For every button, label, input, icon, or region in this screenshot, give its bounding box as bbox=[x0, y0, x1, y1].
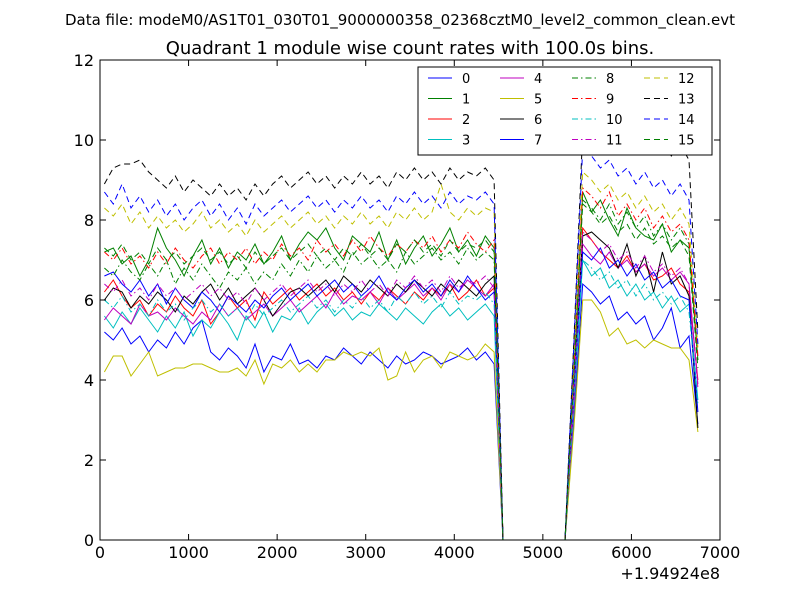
series-line-15 bbox=[104, 202, 699, 541]
series-line-12 bbox=[104, 170, 699, 541]
x-tick-label: 1000 bbox=[168, 543, 209, 562]
series-line-10 bbox=[104, 258, 699, 541]
figure-suptitle: Data file: modeM0/AS1T01_030T01_90000003… bbox=[65, 11, 735, 30]
series-line-11 bbox=[104, 230, 699, 541]
legend-label-7: 7 bbox=[534, 134, 542, 149]
y-tick-label: 10 bbox=[74, 131, 94, 150]
legend-label-5: 5 bbox=[534, 93, 542, 108]
legend-label-11: 11 bbox=[606, 134, 623, 149]
x-tick-label: 0 bbox=[95, 543, 105, 562]
y-tick-label: 4 bbox=[84, 371, 94, 390]
legend-label-12: 12 bbox=[678, 72, 695, 87]
series-line-1 bbox=[104, 191, 699, 541]
legend-label-6: 6 bbox=[534, 113, 542, 128]
legend-label-3: 3 bbox=[462, 134, 470, 149]
legend-label-9: 9 bbox=[606, 93, 614, 108]
x-tick-label: 5000 bbox=[522, 543, 563, 562]
x-tick-label: 2000 bbox=[257, 543, 298, 562]
series-line-6 bbox=[103, 231, 699, 541]
x-axis-offset-label: +1.94924e8 bbox=[620, 564, 720, 583]
x-tick-label: 4000 bbox=[434, 543, 475, 562]
chart-title: Quadrant 1 module wise count rates with … bbox=[166, 38, 655, 59]
legend-label-1: 1 bbox=[462, 93, 470, 108]
series-line-5 bbox=[103, 299, 699, 541]
legend-label-8: 8 bbox=[606, 72, 614, 87]
y-tick-label: 2 bbox=[84, 451, 94, 470]
series-line-4 bbox=[103, 242, 699, 541]
legend-label-13: 13 bbox=[678, 93, 695, 108]
legend-label-4: 4 bbox=[534, 72, 542, 87]
legend-label-14: 14 bbox=[678, 113, 695, 128]
y-tick-label: 6 bbox=[84, 291, 94, 310]
x-tick-label: 7000 bbox=[700, 543, 741, 562]
y-tick-label: 12 bbox=[74, 51, 94, 70]
legend-label-10: 10 bbox=[606, 113, 623, 128]
legend-label-15: 15 bbox=[678, 134, 695, 149]
series-line-0 bbox=[104, 282, 699, 541]
x-tick-label: 6000 bbox=[611, 543, 652, 562]
series-line-9 bbox=[104, 186, 699, 541]
series-line-3 bbox=[103, 258, 699, 541]
legend-label-2: 2 bbox=[462, 113, 470, 128]
axes-frame bbox=[99, 59, 721, 541]
legend-label-0: 0 bbox=[462, 72, 470, 87]
y-tick-label: 8 bbox=[84, 211, 94, 230]
plot-area bbox=[103, 118, 699, 541]
series-line-14 bbox=[103, 146, 699, 541]
legend-box bbox=[417, 66, 713, 156]
y-tick-label: 0 bbox=[84, 531, 94, 550]
x-tick-label: 3000 bbox=[345, 543, 386, 562]
